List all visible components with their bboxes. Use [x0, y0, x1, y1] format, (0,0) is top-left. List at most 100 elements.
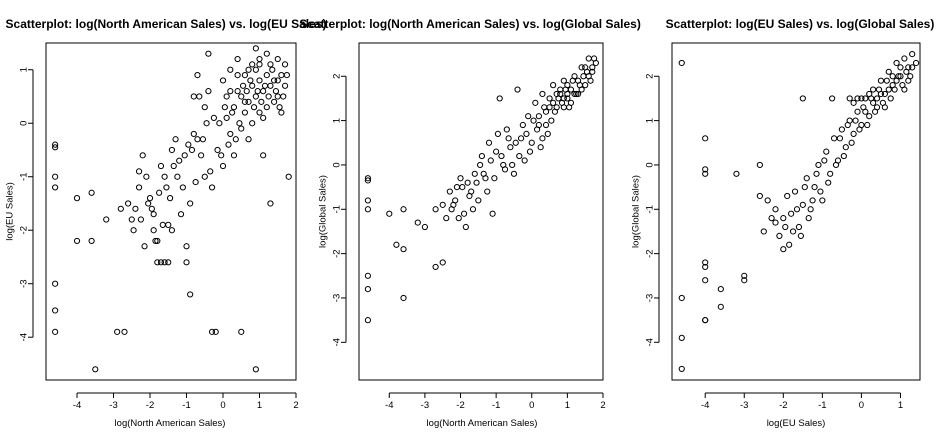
data-point	[480, 170, 487, 177]
data-point	[776, 232, 783, 239]
data-point	[364, 175, 372, 182]
data-point	[590, 55, 598, 62]
data-point	[801, 184, 808, 191]
data-point	[571, 90, 578, 98]
data-point	[516, 152, 523, 160]
data-point	[564, 82, 571, 89]
data-point	[805, 215, 812, 222]
data-point	[498, 152, 505, 160]
data-point	[400, 246, 407, 253]
y-tick-label: -4	[645, 338, 656, 346]
data-point	[873, 95, 881, 102]
x-tick-label: -1	[492, 400, 500, 411]
data-point	[52, 141, 59, 148]
data-point	[250, 104, 258, 111]
data-point	[130, 227, 137, 234]
x-tick-label: -3	[421, 400, 429, 411]
data-point	[460, 210, 468, 217]
x-tick-label: 0	[529, 400, 534, 411]
data-point	[510, 170, 518, 177]
data-point	[168, 227, 176, 234]
data-point	[797, 232, 804, 239]
data-point	[494, 130, 502, 138]
data-point	[274, 93, 281, 100]
data-point	[230, 152, 238, 159]
data-point	[768, 215, 775, 222]
data-point	[414, 219, 421, 226]
data-point	[168, 146, 176, 154]
data-point	[364, 177, 372, 184]
data-point	[862, 108, 869, 115]
data-point	[52, 173, 59, 180]
data-point	[780, 215, 787, 222]
data-point	[772, 219, 779, 226]
chart-title: Scatterplot: log(North American Sales) v…	[299, 17, 641, 31]
data-point	[840, 152, 847, 160]
data-point	[187, 200, 194, 207]
x-tick-label: -3	[740, 400, 748, 411]
data-point	[807, 206, 814, 213]
data-point	[114, 328, 121, 335]
data-point	[503, 126, 510, 133]
data-point	[183, 243, 190, 250]
y-axis-label: log(Global Sales)	[631, 175, 642, 248]
data-point	[245, 136, 252, 143]
data-point	[678, 334, 685, 341]
data-point	[148, 205, 155, 212]
data-point	[893, 59, 900, 67]
data-point	[733, 170, 740, 177]
y-tick-label: -1	[332, 205, 343, 213]
data-point	[234, 71, 241, 79]
data-point	[702, 166, 709, 173]
y-tick-label: -3	[332, 294, 343, 302]
data-point	[678, 365, 685, 373]
data-point	[245, 98, 252, 105]
data-point	[877, 77, 885, 84]
data-point	[854, 95, 861, 102]
data-point	[221, 104, 228, 111]
data-point	[836, 135, 844, 142]
data-point	[574, 77, 582, 84]
data-point	[157, 259, 165, 266]
data-point	[159, 221, 166, 228]
data-point	[103, 216, 110, 223]
data-point	[364, 272, 372, 279]
x-axis-label: log(North American Sales)	[427, 418, 538, 429]
data-point	[241, 71, 249, 79]
data-point	[821, 157, 828, 164]
data-point	[471, 170, 478, 177]
data-point	[509, 161, 516, 169]
data-point	[580, 73, 587, 80]
x-tick-label: -1	[182, 400, 190, 411]
x-tick-label: -4	[385, 400, 393, 411]
data-point	[501, 166, 509, 173]
data-point	[216, 120, 223, 127]
data-point	[553, 90, 560, 98]
data-point	[786, 241, 793, 248]
data-point	[283, 71, 290, 79]
y-tick-label: -4	[19, 333, 30, 341]
y-tick-label: 0	[332, 162, 343, 167]
data-point	[870, 86, 877, 93]
data-point	[227, 66, 234, 73]
chart-panel-3: Scatterplot: log(EU Sales) vs. log(Globa…	[631, 17, 935, 429]
data-point	[364, 317, 372, 324]
y-tick-label: 2	[645, 74, 656, 79]
data-point	[165, 221, 172, 228]
data-point	[432, 263, 439, 271]
data-point	[203, 120, 210, 127]
data-point	[439, 259, 446, 266]
x-axis-label: log(EU Sales)	[767, 418, 826, 429]
data-point	[364, 197, 372, 204]
data-point	[400, 206, 407, 213]
x-tick-label: -4	[701, 400, 709, 411]
data-point	[128, 216, 135, 223]
y-tick-label: -4	[332, 338, 343, 346]
data-point	[799, 201, 806, 208]
data-point	[756, 161, 763, 169]
y-tick-label: 1	[332, 118, 343, 123]
data-point	[73, 237, 81, 245]
data-point	[803, 175, 810, 182]
data-point	[132, 205, 139, 212]
data-point	[741, 277, 748, 284]
